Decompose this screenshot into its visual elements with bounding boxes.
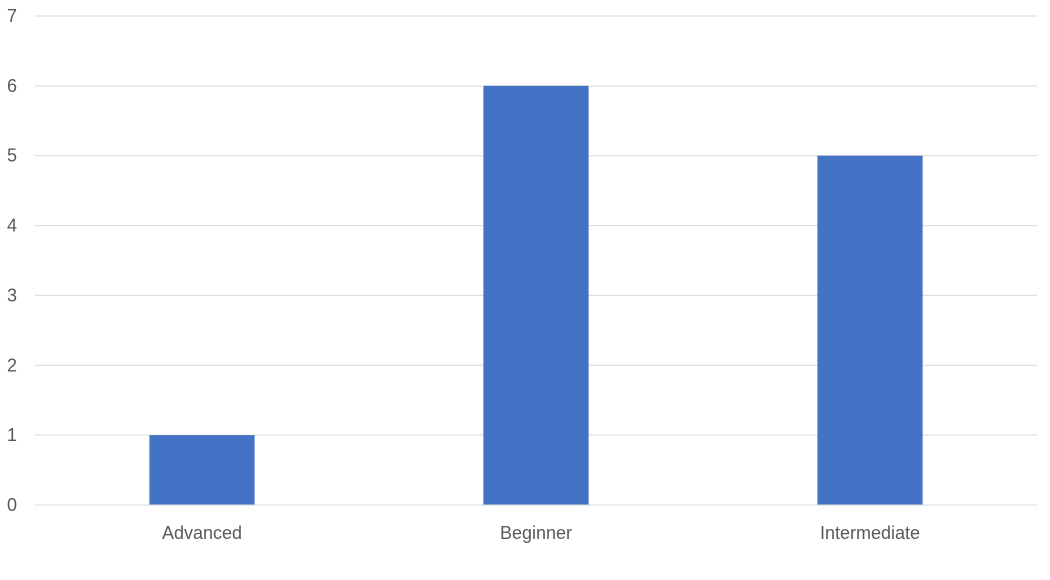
bar-beginner [483, 85, 589, 505]
x-axis-tick-labels: Advanced Beginner Intermediate [162, 523, 920, 543]
bars [149, 85, 923, 505]
y-tick-label-6: 6 [7, 76, 17, 96]
y-tick-label-1: 1 [7, 425, 17, 445]
y-tick-label-3: 3 [7, 285, 17, 305]
bar-advanced [149, 435, 255, 505]
y-axis-tick-labels: 0 1 2 3 4 5 6 7 [7, 6, 17, 515]
x-tick-label-advanced: Advanced [162, 523, 242, 543]
bar-intermediate [817, 155, 923, 505]
x-tick-label-beginner: Beginner [500, 523, 572, 543]
y-tick-label-0: 0 [7, 495, 17, 515]
y-tick-label-5: 5 [7, 146, 17, 166]
y-tick-label-4: 4 [7, 216, 17, 236]
x-tick-label-intermediate: Intermediate [820, 523, 920, 543]
y-tick-label-2: 2 [7, 355, 17, 375]
y-tick-label-7: 7 [7, 6, 17, 26]
